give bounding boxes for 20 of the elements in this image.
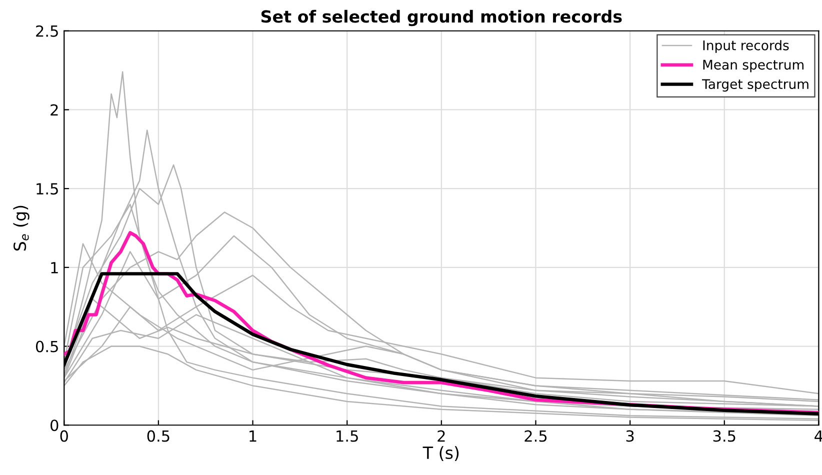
x-tick-label: 3 bbox=[626, 430, 634, 442]
y-tick-label: 0.5 bbox=[36, 340, 58, 352]
y-tick-label: 2.5 bbox=[36, 25, 58, 37]
x-tick-label: 0 bbox=[60, 430, 68, 442]
x-axis-title: T (s) bbox=[422, 446, 459, 462]
y-tick-label: 2 bbox=[50, 104, 58, 116]
legend-label: Mean spectrum bbox=[703, 60, 804, 72]
legend-label: Input records bbox=[703, 40, 789, 53]
chart-title: Set of selected ground motion records bbox=[261, 10, 622, 26]
x-tick-label: 1.5 bbox=[336, 430, 358, 442]
y-tick-label: 1.5 bbox=[36, 183, 58, 195]
x-tick-label: 2 bbox=[438, 430, 445, 442]
y-tick-label: 1 bbox=[51, 262, 58, 274]
x-tick-label: 2.5 bbox=[524, 430, 547, 442]
x-tick-label: 3.5 bbox=[713, 430, 736, 442]
y-axis-title: S$_{e}$ (g) bbox=[13, 206, 30, 251]
x-tick-label: 0.5 bbox=[147, 430, 170, 442]
x-tick-label: 1 bbox=[250, 430, 256, 442]
y-tick-label: 0 bbox=[50, 420, 58, 432]
legend-label: Target spectrum bbox=[702, 79, 808, 92]
